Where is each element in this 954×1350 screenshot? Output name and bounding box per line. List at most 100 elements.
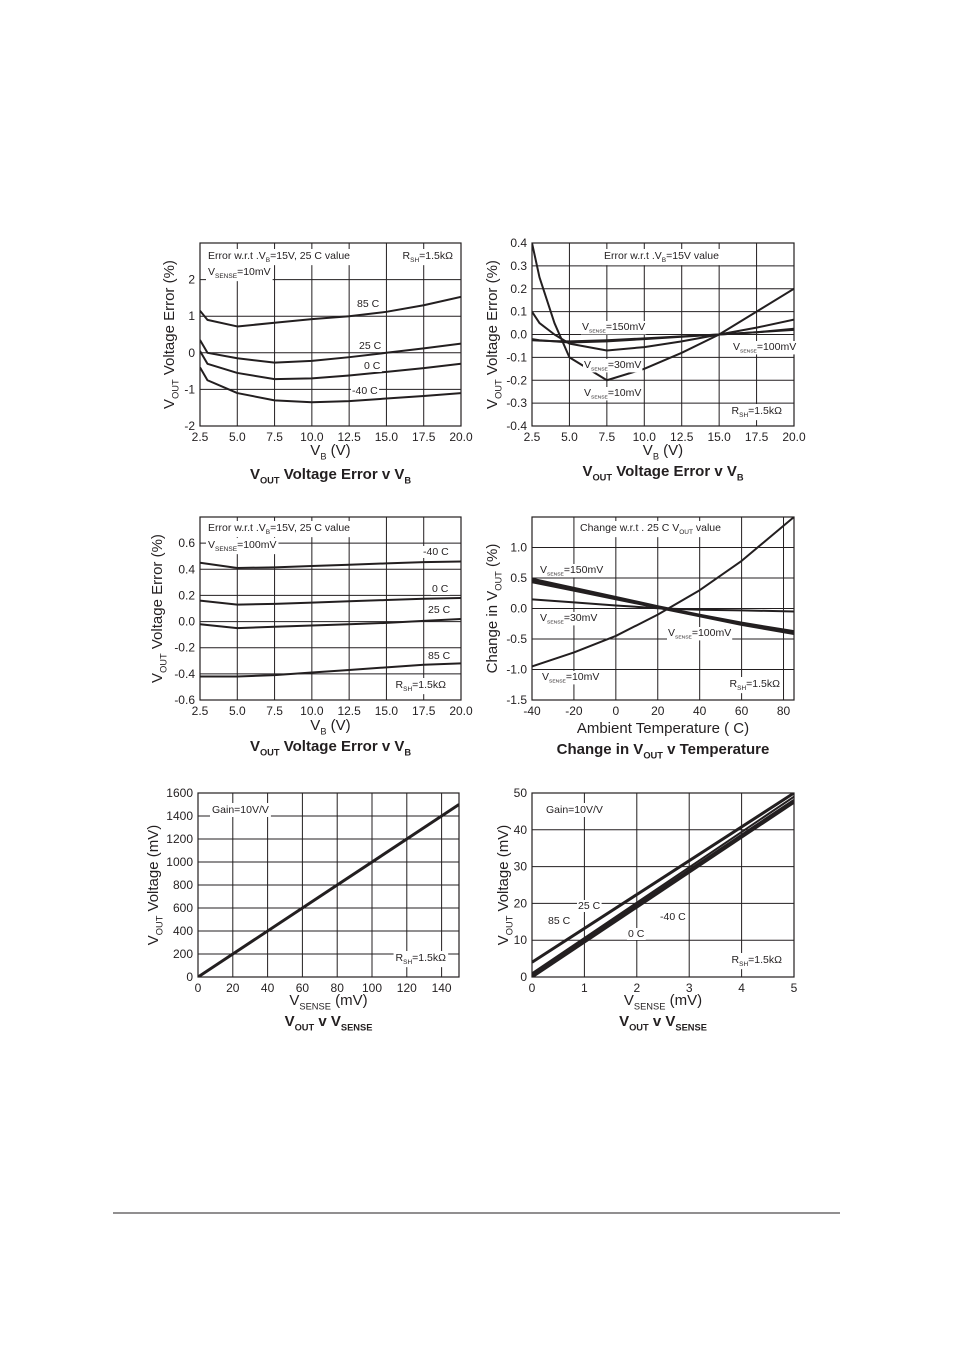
y-tick-label: 0.0: [510, 328, 527, 342]
y-tick-label: 0.4: [510, 236, 527, 250]
y-tick-label: 1.0: [510, 541, 527, 555]
subscript: SH: [403, 959, 412, 966]
subscript: SENSE: [591, 366, 608, 372]
annotation-bg: [206, 521, 353, 538]
text-part: V: [540, 612, 547, 624]
series-line: [532, 799, 794, 977]
subscript: OUT: [592, 473, 612, 483]
y-tick-label: -0.2: [506, 373, 527, 387]
text-part: Change in V: [557, 741, 644, 758]
label-bg: [427, 604, 452, 616]
x-tick-label: -20: [565, 704, 583, 718]
y-tick-label: 50: [514, 786, 528, 800]
text-part: V: [161, 399, 178, 409]
x-tick-label: 100: [362, 981, 382, 995]
text-part: =1.5kΩ: [419, 250, 453, 262]
x-tick-label: 12.5: [337, 704, 361, 718]
series-label: VSENSE=150mV: [540, 564, 603, 577]
x-tick-label: 20: [651, 704, 665, 718]
series-line: [200, 662, 461, 678]
text-part: (V): [327, 442, 351, 459]
text-part: =15V, 25 C value: [270, 250, 350, 262]
series-line: [200, 560, 461, 569]
text-part: =150mV: [606, 321, 645, 333]
series-line: [200, 597, 461, 606]
text-part: V: [643, 442, 653, 459]
y-tick-label: 1400: [166, 809, 193, 823]
annotation-bg: [210, 803, 271, 817]
series-label: 85 C: [357, 298, 380, 310]
x-tick-label: 7.5: [599, 430, 616, 444]
x-tick-label: 2.5: [192, 430, 209, 444]
label-bg: [431, 583, 450, 595]
x-tick-label: 20: [226, 981, 240, 995]
label-bg: [356, 298, 381, 310]
x-axis-label: VSENSE (mV): [624, 992, 702, 1012]
subscript: OUT: [260, 476, 280, 486]
text-part: Error w.r.t .V: [208, 250, 266, 262]
x-tick-label: 40: [261, 981, 275, 995]
series-label: VSENSE=100mV: [668, 627, 731, 640]
subscript: SENSE: [215, 273, 238, 280]
label-bg: [539, 564, 605, 578]
subscript: OUT: [494, 571, 504, 591]
annotation: VSENSE=100mV: [208, 539, 276, 553]
subscript: SENSE: [341, 1023, 373, 1033]
series-label: -40 C: [423, 546, 449, 558]
series-label: -40 C: [660, 911, 686, 923]
series-line: [200, 339, 461, 364]
text-part: Change w.r.t . 25 C V: [580, 522, 679, 534]
text-part: =150mV: [564, 564, 603, 576]
chart-title: VOUT v VSENSE: [619, 1013, 707, 1033]
series-line: [532, 580, 794, 635]
series-line: [200, 350, 461, 381]
y-tick-label: -1: [184, 382, 195, 396]
series-label: VSENSE=150mV: [582, 321, 645, 334]
text-part: R: [732, 405, 740, 417]
text-part: V: [540, 564, 547, 576]
annotation: Gain=10V/V: [212, 804, 269, 816]
subscript: SH: [403, 686, 412, 693]
x-tick-label: 5.0: [229, 430, 246, 444]
text-part: =30mV: [564, 612, 598, 624]
label-bg: [581, 321, 647, 335]
plot-frame: [199, 242, 462, 427]
x-tick-label: 60: [296, 981, 310, 995]
y-axis-label: VOUT Voltage Error (%): [149, 534, 169, 683]
text-part: R: [396, 952, 404, 964]
y-tick-label: 30: [514, 860, 528, 874]
text-part: Voltage Error v V: [280, 466, 405, 483]
x-tick-label: 0: [529, 981, 536, 995]
text-part: v V: [649, 1013, 676, 1030]
text-part: V: [250, 466, 260, 483]
x-axis-label: VB (V): [310, 717, 350, 737]
subscript: SH: [410, 257, 419, 264]
annotation: RSH=1.5kΩ: [732, 405, 783, 419]
text-part: V: [250, 738, 260, 755]
text-part: V: [310, 442, 320, 459]
label-bg: [577, 900, 602, 912]
chart-title: VOUT Voltage Error v VB: [582, 463, 743, 483]
subscript: SENSE: [215, 546, 238, 553]
subscript: SH: [739, 961, 748, 968]
y-tick-label: 200: [173, 947, 193, 961]
subscript: B: [737, 473, 744, 483]
subscript: B: [320, 452, 326, 462]
text-part: V: [582, 463, 592, 480]
annotation: RSH=1.5kΩ: [396, 952, 447, 966]
annotation: RSH=1.5kΩ: [403, 250, 454, 264]
annotation-bg: [578, 521, 724, 538]
text-part: =1.5kΩ: [748, 954, 782, 966]
label-bg: [427, 650, 452, 662]
plot-frame: [531, 516, 795, 701]
y-tick-label: -0.4: [174, 667, 195, 681]
annotation-bg: [729, 953, 785, 970]
series-line: [532, 517, 794, 668]
annotation-bg: [393, 678, 449, 695]
y-tick-label: 0.5: [510, 571, 527, 585]
text-part: Gain=10V/V: [212, 804, 269, 816]
text-part: (V): [327, 717, 351, 734]
series-line: [200, 366, 461, 404]
series-line: [532, 793, 794, 964]
label-bg: [363, 360, 382, 372]
